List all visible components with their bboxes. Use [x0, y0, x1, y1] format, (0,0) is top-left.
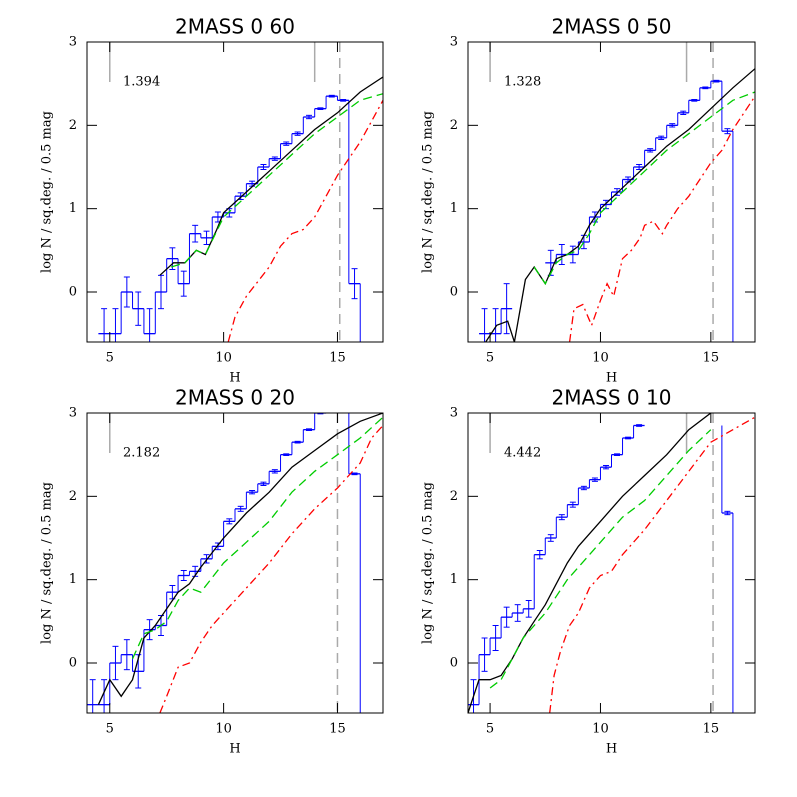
plot-frame — [467, 41, 756, 343]
model-line — [489, 429, 712, 689]
x-tick-label: 15 — [703, 722, 720, 737]
y-axis-label: log N / sq.deg. / 0.5 mag — [421, 111, 436, 273]
plot-area — [87, 413, 383, 713]
y-tick-label: 0 — [69, 285, 77, 300]
x-tick-label: 5 — [106, 351, 114, 366]
y-tick-label: 0 — [450, 285, 458, 300]
model-line — [485, 68, 755, 342]
model-line — [468, 413, 713, 713]
annotation: 1.394 — [123, 75, 160, 90]
x-tick-label: 10 — [592, 722, 609, 737]
y-tick-label: 1 — [69, 572, 77, 587]
model-line — [171, 93, 383, 268]
plot-frame — [467, 412, 756, 714]
annotation: 2.182 — [123, 446, 160, 461]
y-tick-label: 1 — [450, 201, 458, 216]
x-axis-label: H — [606, 371, 617, 386]
y-tick-label: 1 — [69, 201, 77, 216]
x-tick-label: 10 — [215, 351, 232, 366]
y-tick-label: 0 — [69, 656, 77, 671]
model-line — [549, 416, 755, 713]
y-axis-label: log N / sq.deg. / 0.5 mag — [40, 111, 55, 273]
y-tick-label: 2 — [69, 489, 77, 504]
x-axis-label: H — [229, 371, 240, 386]
plot-area — [468, 413, 755, 713]
x-tick-label: 10 — [215, 722, 232, 737]
model-line — [227, 99, 383, 342]
y-tick-label: 1 — [450, 572, 458, 587]
panel-title: 2MASS 0 60 — [175, 15, 295, 39]
model-line — [97, 413, 383, 705]
y-tick-label: 2 — [450, 118, 458, 133]
model-line — [159, 425, 383, 713]
y-axis-label: log N / sq.deg. / 0.5 mag — [421, 482, 436, 644]
y-tick-label: 3 — [450, 406, 458, 421]
y-tick-label: 3 — [450, 35, 458, 50]
y-tick-label: 2 — [69, 118, 77, 133]
x-tick-label: 15 — [329, 722, 346, 737]
x-tick-label: 15 — [329, 351, 346, 366]
panel-title: 2MASS 0 50 — [552, 15, 672, 39]
model-line — [568, 95, 755, 342]
y-tick-label: 3 — [69, 406, 77, 421]
plot-frame — [86, 412, 384, 714]
x-tick-label: 10 — [592, 351, 609, 366]
x-tick-label: 15 — [703, 351, 720, 366]
model-line — [159, 76, 383, 276]
x-axis-label: H — [229, 742, 240, 757]
annotation: 4.442 — [504, 446, 541, 461]
model-line — [533, 91, 755, 285]
y-tick-label: 2 — [450, 489, 458, 504]
x-tick-label: 5 — [486, 722, 494, 737]
plot-frame — [86, 41, 384, 343]
annotation: 1.328 — [504, 75, 541, 90]
panel-title: 2MASS 0 20 — [175, 386, 295, 410]
panel-title: 2MASS 0 10 — [552, 386, 672, 410]
y-tick-label: 3 — [69, 35, 77, 50]
x-axis-label: H — [606, 742, 617, 757]
y-axis-label: log N / sq.deg. / 0.5 mag — [40, 482, 55, 644]
x-tick-label: 5 — [106, 722, 114, 737]
plot-area — [479, 42, 755, 342]
model-line — [131, 416, 383, 660]
x-tick-label: 5 — [486, 351, 494, 366]
y-tick-label: 0 — [450, 656, 458, 671]
plot-area — [98, 42, 383, 342]
